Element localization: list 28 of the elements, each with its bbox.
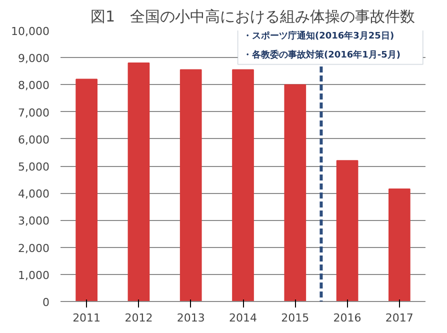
x-tick-label: 2013 [176,312,205,324]
y-tick-label: 5,000 [18,160,50,174]
bar [336,160,358,302]
bar [388,188,410,302]
y-tick-label: 0 [42,296,50,309]
y-tick-label: 4,000 [18,188,50,201]
bar [232,69,254,302]
x-tick-label: 2011 [72,312,101,324]
y-tick-label: 6,000 [18,133,50,146]
x-tick-label: 2017 [385,312,414,324]
annotation: ・スポーツ庁通知(2016年3月25日) [243,30,394,42]
bar [76,78,98,302]
bar [284,84,306,302]
y-tick-label: 9,000 [18,52,50,66]
x-tick-label: 2012 [124,312,153,324]
y-tick-label: 3,000 [18,214,50,228]
y-tick-label: 1,000 [18,268,50,282]
y-tick-label: 7,000 [18,106,50,120]
x-tick-label: 2015 [281,312,310,324]
bar [128,62,150,302]
chart-title: 図1 全国の小中高における組み体操の事故件数 [90,8,416,26]
y-tick-label: 8,000 [18,79,50,92]
y-tick-label: 10,000 [11,25,50,38]
x-tick-label: 2014 [229,312,258,324]
y-tick-label: 2,000 [18,242,50,255]
bar [180,69,202,302]
x-tick-label: 2016 [333,312,362,324]
annotation: ・各教委の事故対策(2016年1月-5月) [243,49,401,60]
